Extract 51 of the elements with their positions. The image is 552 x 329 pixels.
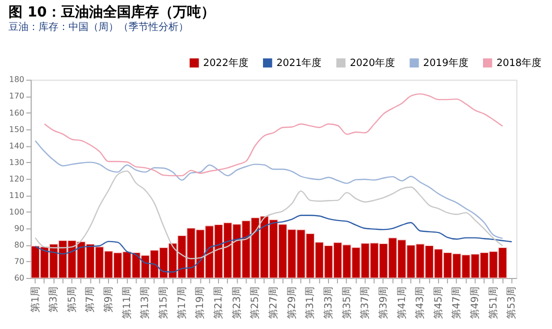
- x-tick-label: 第5周: [66, 286, 78, 313]
- y-tick-label: 100: [9, 207, 24, 216]
- x-tick-label: 第3周: [48, 286, 60, 313]
- y-tick-label: 140: [9, 141, 24, 150]
- chart-title: 图 10：豆油油全国库存（万吨）: [8, 3, 215, 20]
- y-tick-label: 170: [9, 92, 24, 101]
- y-tick-label: 70: [14, 256, 24, 266]
- x-tick-label: 第23周: [230, 286, 243, 319]
- x-tick-label: 第17周: [176, 286, 188, 319]
- x-tick-label: 第9周: [102, 286, 115, 313]
- x-tick-label: 第39周: [377, 286, 390, 319]
- y-tick-label: 150: [9, 124, 24, 134]
- x-tick-label: 第29周: [286, 286, 298, 319]
- legend-label: 2020年度: [350, 56, 396, 69]
- x-tick-label: 第33周: [322, 286, 334, 319]
- y-tick-label: 120: [9, 174, 24, 184]
- y-tick-label: 160: [9, 108, 24, 118]
- x-tick-label: 第31周: [304, 286, 316, 319]
- x-tick-label: 第43周: [414, 286, 426, 319]
- legend-label: 2018年度: [496, 56, 542, 69]
- x-tick-label: 第27周: [267, 286, 280, 319]
- line-series: [34, 140, 504, 239]
- y-tick-label: 60: [14, 273, 24, 282]
- legend-label: 2021年度: [276, 56, 322, 69]
- y-tick-label: 80: [14, 240, 24, 250]
- x-tick-label: 第45周: [432, 286, 444, 319]
- x-tick-label: 第7周: [84, 286, 96, 313]
- y-tick-label: 180: [9, 75, 24, 84]
- x-tick-label: 第51周: [487, 286, 500, 319]
- line-series: [34, 170, 504, 260]
- x-tick-label: 第13周: [139, 286, 152, 319]
- y-tick-label: 110: [9, 190, 24, 200]
- x-tick-label: 第15周: [158, 286, 170, 319]
- legend-label: 2019年度: [423, 56, 468, 69]
- x-tick-label: 第21周: [212, 286, 225, 319]
- x-tick-label: 第49周: [469, 286, 482, 319]
- x-tick-label: 第37周: [359, 286, 372, 319]
- y-tick-label: 90: [14, 224, 24, 233]
- x-tick-label: 第53周: [506, 286, 518, 319]
- x-tick-label: 第41周: [396, 286, 408, 319]
- x-tick-label: 第25周: [249, 286, 262, 319]
- line-series: [34, 214, 512, 273]
- x-tick-label: 第1周: [29, 286, 42, 313]
- legend-label: 2022年度: [203, 56, 248, 69]
- x-tick-label: 第35周: [340, 286, 353, 319]
- x-tick-label: 第11周: [120, 286, 133, 319]
- line-series: [44, 93, 504, 176]
- chart-subtitle: 豆油：库存：中国（周）（季节性分析）: [8, 21, 189, 34]
- y-tick-label: 130: [9, 158, 24, 167]
- x-tick-label: 第19周: [194, 286, 206, 319]
- x-tick-label: 第47周: [450, 286, 463, 319]
